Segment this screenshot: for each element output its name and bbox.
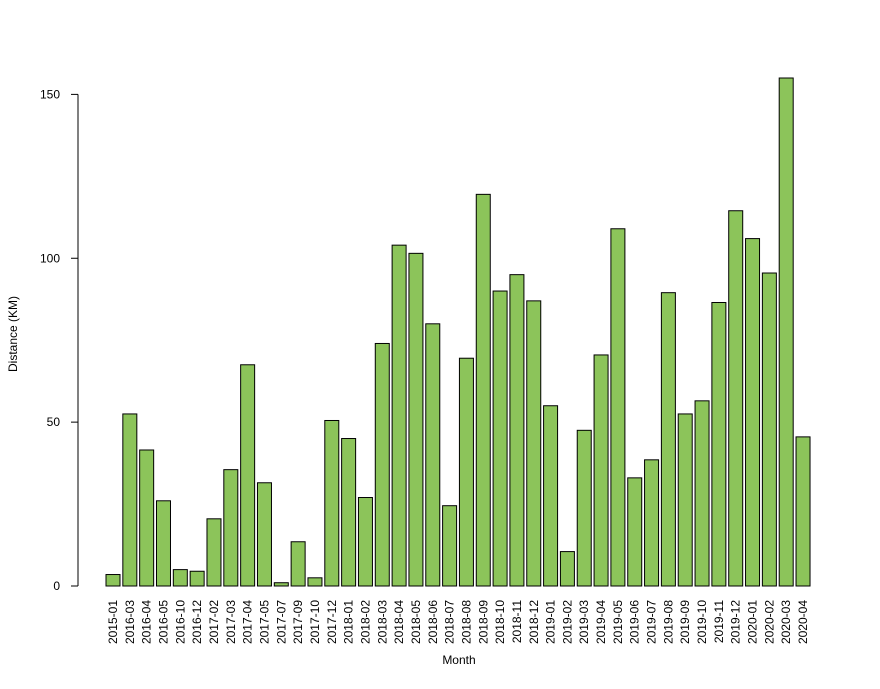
x-tick-labels: 2015-01 2016-03 2016-04 2016-05 2016-10 2016-… — [106, 600, 810, 644]
bar-2020-04 — [795, 436, 811, 587]
x-tick-label: 2017-10 — [308, 600, 322, 644]
x-tick-label: 2018-03 — [375, 600, 389, 644]
x-tick-label: 2019-05 — [611, 600, 625, 644]
x-tick-label: 2018-04 — [392, 600, 406, 644]
x-tick-label: 2017-03 — [224, 600, 238, 644]
bar-2018-05 — [408, 252, 424, 587]
bar-2017-10 — [307, 577, 323, 587]
bar-2018-09 — [475, 193, 491, 587]
bar-2019-06 — [627, 477, 643, 587]
y-axis: 0 50 100 150 — [40, 87, 79, 593]
x-tick-label: 2019-12 — [729, 600, 743, 644]
x-tick-label: 2018-06 — [426, 600, 440, 644]
x-tick-label: 2016-03 — [123, 600, 137, 644]
bar-2018-03 — [374, 342, 390, 587]
bar-2016-05 — [155, 500, 171, 587]
x-tick-label: 2017-12 — [325, 600, 339, 644]
y-tick-label: 150 — [40, 87, 60, 101]
x-tick-label: 2019-04 — [594, 600, 608, 644]
x-tick-label: 2015-01 — [106, 600, 120, 644]
x-tick-label: 2016-04 — [140, 600, 154, 644]
bar-2020-02 — [761, 272, 777, 587]
bar-2016-03 — [122, 413, 138, 587]
x-tick-label: 2020-01 — [746, 600, 760, 644]
bars — [105, 77, 811, 587]
x-tick-label: 2018-02 — [358, 600, 372, 644]
bar-2018-07 — [442, 505, 458, 587]
x-tick-label: 2019-06 — [628, 600, 642, 644]
bar-2019-08 — [660, 292, 676, 587]
bar-2016-12 — [189, 570, 205, 587]
bar-2018-01 — [341, 438, 357, 587]
x-tick-label: 2019-08 — [661, 600, 675, 644]
bar-2017-12 — [324, 419, 340, 587]
x-tick-label: 2017-04 — [241, 600, 255, 644]
bar-2017-07 — [273, 582, 289, 587]
x-tick-label: 2016-12 — [190, 600, 204, 644]
x-tick-label: 2018-08 — [459, 600, 473, 644]
bar-2018-02 — [357, 497, 373, 587]
x-tick-label: 2017-02 — [207, 600, 221, 644]
x-tick-label: 2017-07 — [274, 600, 288, 644]
bar-2019-02 — [559, 551, 575, 587]
x-tick-label: 2019-02 — [560, 600, 574, 644]
bar-2019-04 — [593, 354, 609, 587]
bar-2018-10 — [492, 290, 508, 587]
x-tick-label: 2019-10 — [695, 600, 709, 644]
bar-2019-11 — [711, 302, 727, 587]
bar-2017-05 — [256, 482, 272, 587]
y-axis-title: Distance (KM) — [6, 296, 20, 372]
bar-2019-03 — [576, 429, 592, 587]
x-tick-label: 2019-01 — [544, 600, 558, 644]
bar-2018-04 — [391, 244, 407, 587]
x-tick-label: 2019-09 — [678, 600, 692, 644]
x-tick-label: 2016-05 — [156, 600, 170, 644]
bar-2019-10 — [694, 400, 710, 587]
bar-2020-01 — [745, 238, 761, 587]
bar-2017-09 — [290, 541, 306, 587]
bar-2017-02 — [206, 518, 222, 587]
bar-2016-04 — [139, 449, 155, 587]
x-axis-title: Month — [442, 653, 475, 667]
x-tick-label: 2020-03 — [779, 600, 793, 644]
x-tick-label: 2018-10 — [493, 600, 507, 644]
bar-2019-01 — [543, 405, 559, 587]
x-tick-label: 2019-03 — [577, 600, 591, 644]
bar-2020-03 — [778, 77, 794, 587]
bar-2018-06 — [425, 323, 441, 587]
x-tick-label: 2018-12 — [527, 600, 541, 644]
x-tick-label: 2020-04 — [796, 600, 810, 644]
bar-2016-10 — [172, 569, 188, 587]
x-tick-label: 2019-07 — [645, 600, 659, 644]
bar-2019-07 — [644, 459, 660, 587]
bar-2018-08 — [458, 357, 474, 587]
y-tick-label: 0 — [53, 579, 60, 593]
x-tick-label: 2017-09 — [291, 600, 305, 644]
x-tick-label: 2018-09 — [476, 600, 490, 644]
y-tick-label: 100 — [40, 251, 60, 265]
x-tick-label: 2016-10 — [173, 600, 187, 644]
bar-2019-05 — [610, 228, 626, 587]
bar-2015-01 — [105, 574, 121, 587]
bar-2017-03 — [223, 469, 239, 587]
bar-2019-09 — [677, 413, 693, 587]
bar-2018-11 — [509, 274, 525, 587]
bar-2019-12 — [728, 210, 744, 587]
x-tick-label: 2018-01 — [342, 600, 356, 644]
x-tick-label: 2018-11 — [510, 600, 524, 643]
x-tick-label: 2018-07 — [443, 600, 457, 644]
bar-2017-04 — [240, 364, 256, 587]
bar-2018-12 — [526, 300, 542, 587]
x-tick-label: 2017-05 — [257, 600, 271, 644]
x-tick-label: 2020-02 — [762, 600, 776, 644]
x-tick-label: 2019-11 — [712, 600, 726, 643]
x-tick-label: 2018-05 — [409, 600, 423, 644]
y-tick-label: 50 — [47, 415, 61, 429]
